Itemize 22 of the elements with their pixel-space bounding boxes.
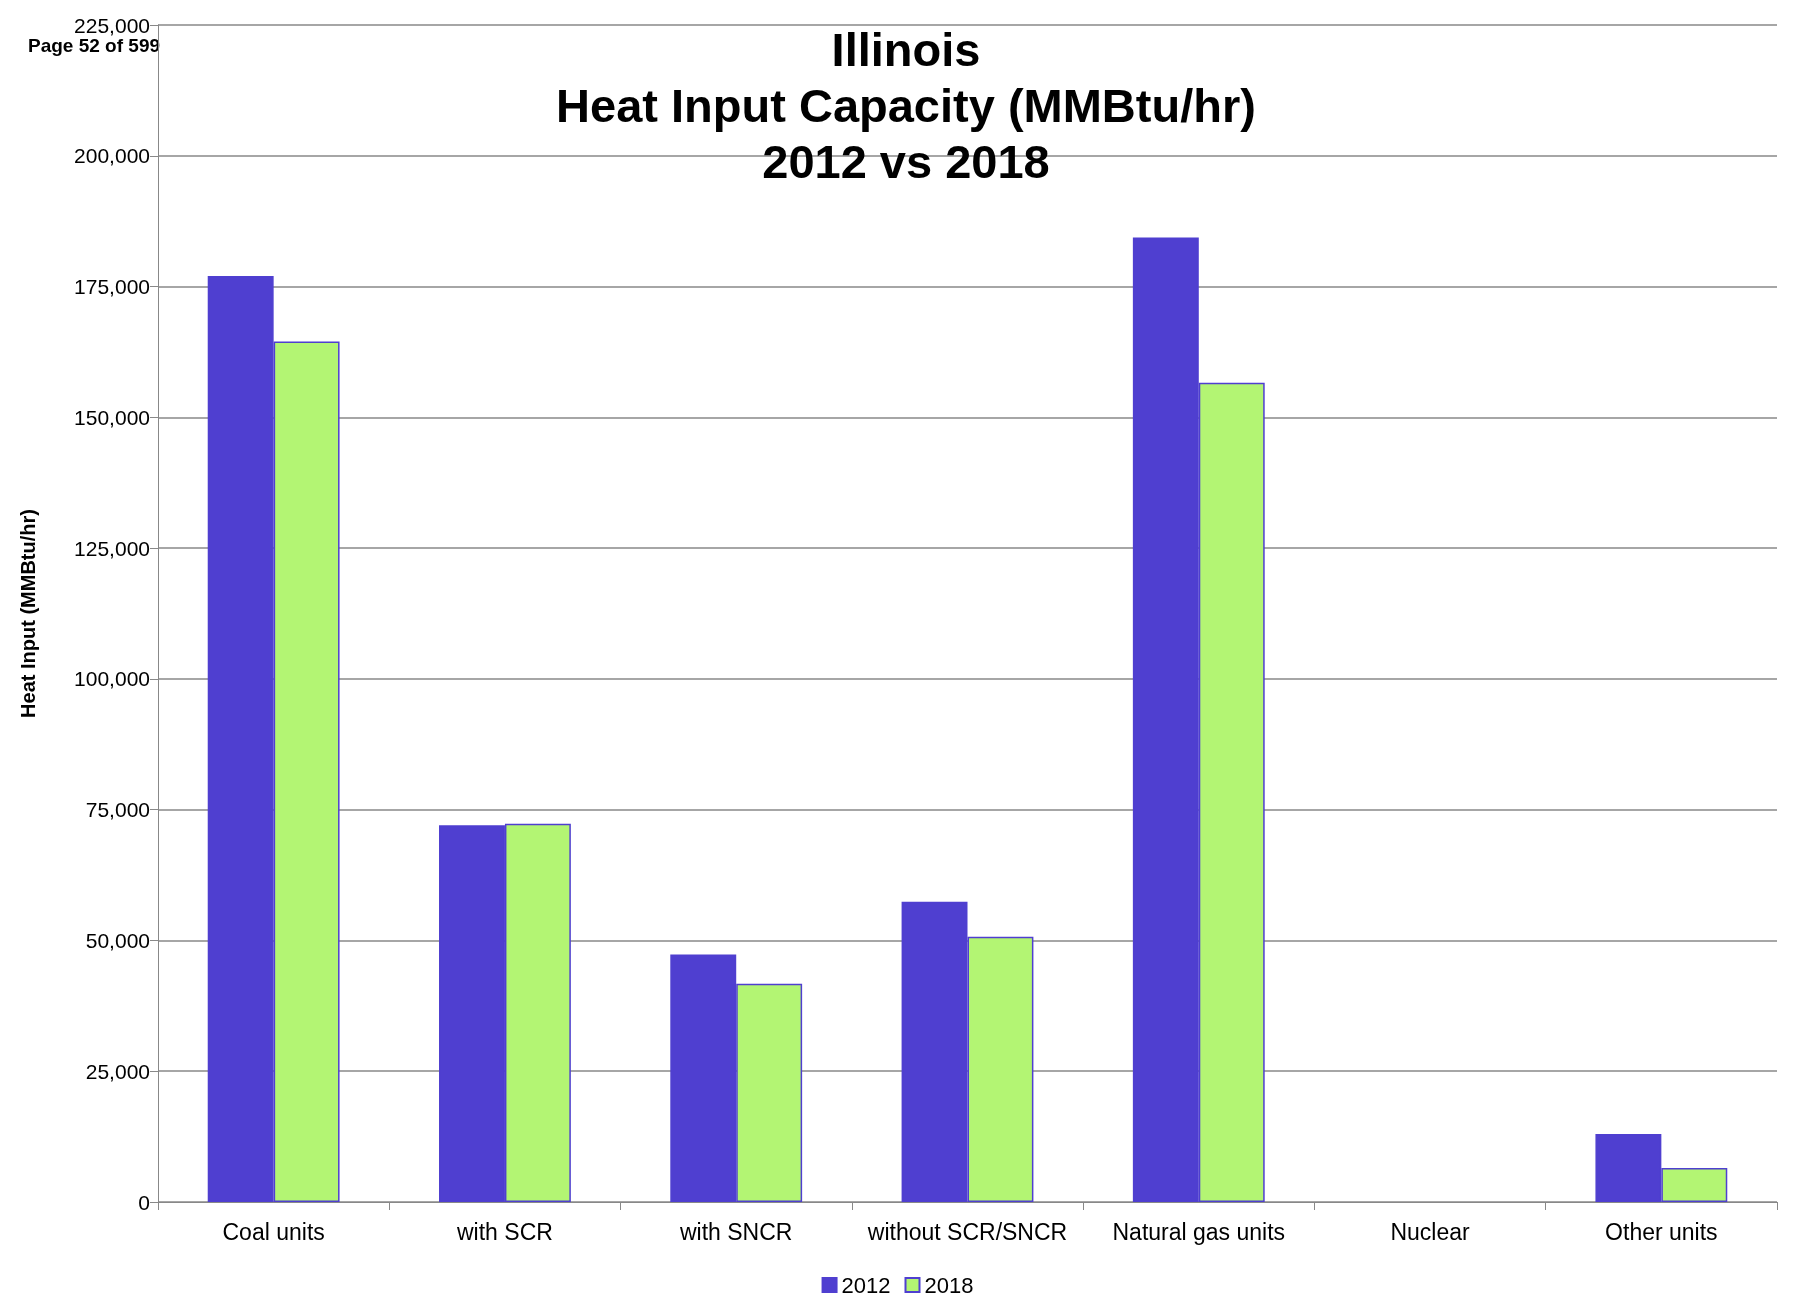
y-tick-label: 25,000 xyxy=(85,1059,150,1083)
x-tick-label: with SNCR xyxy=(678,1218,793,1245)
y-tick-label: 75,000 xyxy=(85,798,150,822)
x-tick-label: Nuclear xyxy=(1390,1218,1471,1245)
y-axis-title: Heat Input (MMBtu/hr) xyxy=(17,509,39,718)
x-tick-label: without SCR/SNCR xyxy=(866,1218,1068,1245)
y-tick-label: 200,000 xyxy=(74,144,150,168)
y-tick-label: 50,000 xyxy=(85,928,150,952)
x-tick-label: Coal units xyxy=(222,1218,325,1245)
x-tick-label: Other units xyxy=(1605,1218,1718,1245)
y-tick-label: 125,000 xyxy=(74,536,150,560)
legend-label: 2018 xyxy=(924,1272,974,1298)
annotation: Page 52 of 599 xyxy=(28,35,161,56)
y-tick-label: 100,000 xyxy=(74,667,150,691)
y-tick-label: 225,000 xyxy=(74,13,150,37)
y-tick-label: 150,000 xyxy=(74,405,150,429)
legend-label: 2012 xyxy=(841,1272,891,1298)
x-tick-label: Natural gas units xyxy=(1112,1218,1286,1245)
y-tick-label: 175,000 xyxy=(74,275,150,299)
y-tick-label: 0 xyxy=(138,1190,150,1214)
text: Illinois Heat Input Capacity (MMBtu/hr) 2012 vs 2018 xyxy=(556,22,1256,188)
x-tick-label: with SCR xyxy=(456,1218,553,1245)
